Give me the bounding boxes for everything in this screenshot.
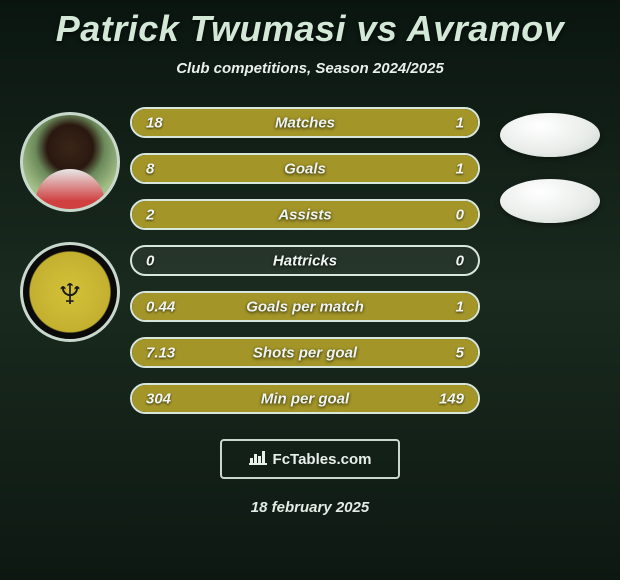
stat-value-right: 1 (456, 114, 464, 131)
stat-value-right: 0 (456, 206, 464, 223)
stat-row: 7.13 5 Shots per goal (130, 337, 480, 368)
club-crest: ♆ (20, 242, 120, 342)
stat-label: Shots per goal (253, 344, 357, 361)
stat-bar: 7.13 5 Shots per goal (130, 337, 480, 368)
stat-label: Hattricks (273, 252, 337, 269)
stat-value-left: 304 (146, 390, 171, 407)
stat-bar: 0 0 Hattricks (130, 245, 480, 276)
stat-label: Goals (284, 160, 326, 177)
stat-row: 2 0 Assists (130, 199, 480, 230)
stat-value-left: 18 (146, 114, 163, 131)
stat-bar: 304 149 Min per goal (130, 383, 480, 414)
stat-value-left: 0 (146, 252, 154, 269)
stat-row: 8 1 Goals (130, 153, 480, 184)
stat-value-right: 5 (456, 344, 464, 361)
stat-value-left: 2 (146, 206, 154, 223)
stat-value-left: 8 (146, 160, 154, 177)
stat-value-left: 7.13 (146, 344, 175, 361)
placeholder-oval-2 (500, 179, 600, 223)
stat-value-right: 1 (456, 298, 464, 315)
subtitle: Club competitions, Season 2024/2025 (0, 60, 620, 77)
stat-value-right: 149 (439, 390, 464, 407)
page-title: Patrick Twumasi vs Avramov (0, 0, 620, 50)
stat-row: 0.44 1 Goals per match (130, 291, 480, 322)
stat-bar: 2 0 Assists (130, 199, 480, 230)
stat-label: Matches (275, 114, 335, 131)
placeholder-oval-1 (500, 113, 600, 157)
stat-row: 0 0 Hattricks (130, 245, 480, 276)
stat-bar: 8 1 Goals (130, 153, 480, 184)
stat-label: Min per goal (261, 390, 349, 407)
stat-label: Assists (278, 206, 331, 223)
stat-label: Goals per match (246, 298, 364, 315)
stat-value-left: 0.44 (146, 298, 175, 315)
stat-bar: 18 1 Matches (130, 107, 480, 138)
chart-icon (249, 449, 267, 470)
stats-column: 18 1 Matches 8 1 Goals 2 0 Assists 0 0 Hattricks 0.4… (130, 107, 490, 414)
stat-value-right: 1 (456, 160, 464, 177)
brand-box[interactable]: FcTables.com (220, 439, 400, 479)
stat-value-right: 0 (456, 252, 464, 269)
stat-row: 304 149 Min per goal (130, 383, 480, 414)
brand-text: FcTables.com (273, 451, 372, 468)
stat-bar: 0.44 1 Goals per match (130, 291, 480, 322)
left-column: ♆ (10, 107, 130, 414)
comparison-content: ♆ 181Matches81Goals20Assists00Hattricks0… (0, 107, 620, 414)
right-column (490, 107, 610, 414)
stat-row: 18 1 Matches (130, 107, 480, 138)
menorah-icon: ♆ (52, 265, 88, 320)
date-text: 18 february 2025 (0, 499, 620, 516)
player-avatar (20, 112, 120, 212)
